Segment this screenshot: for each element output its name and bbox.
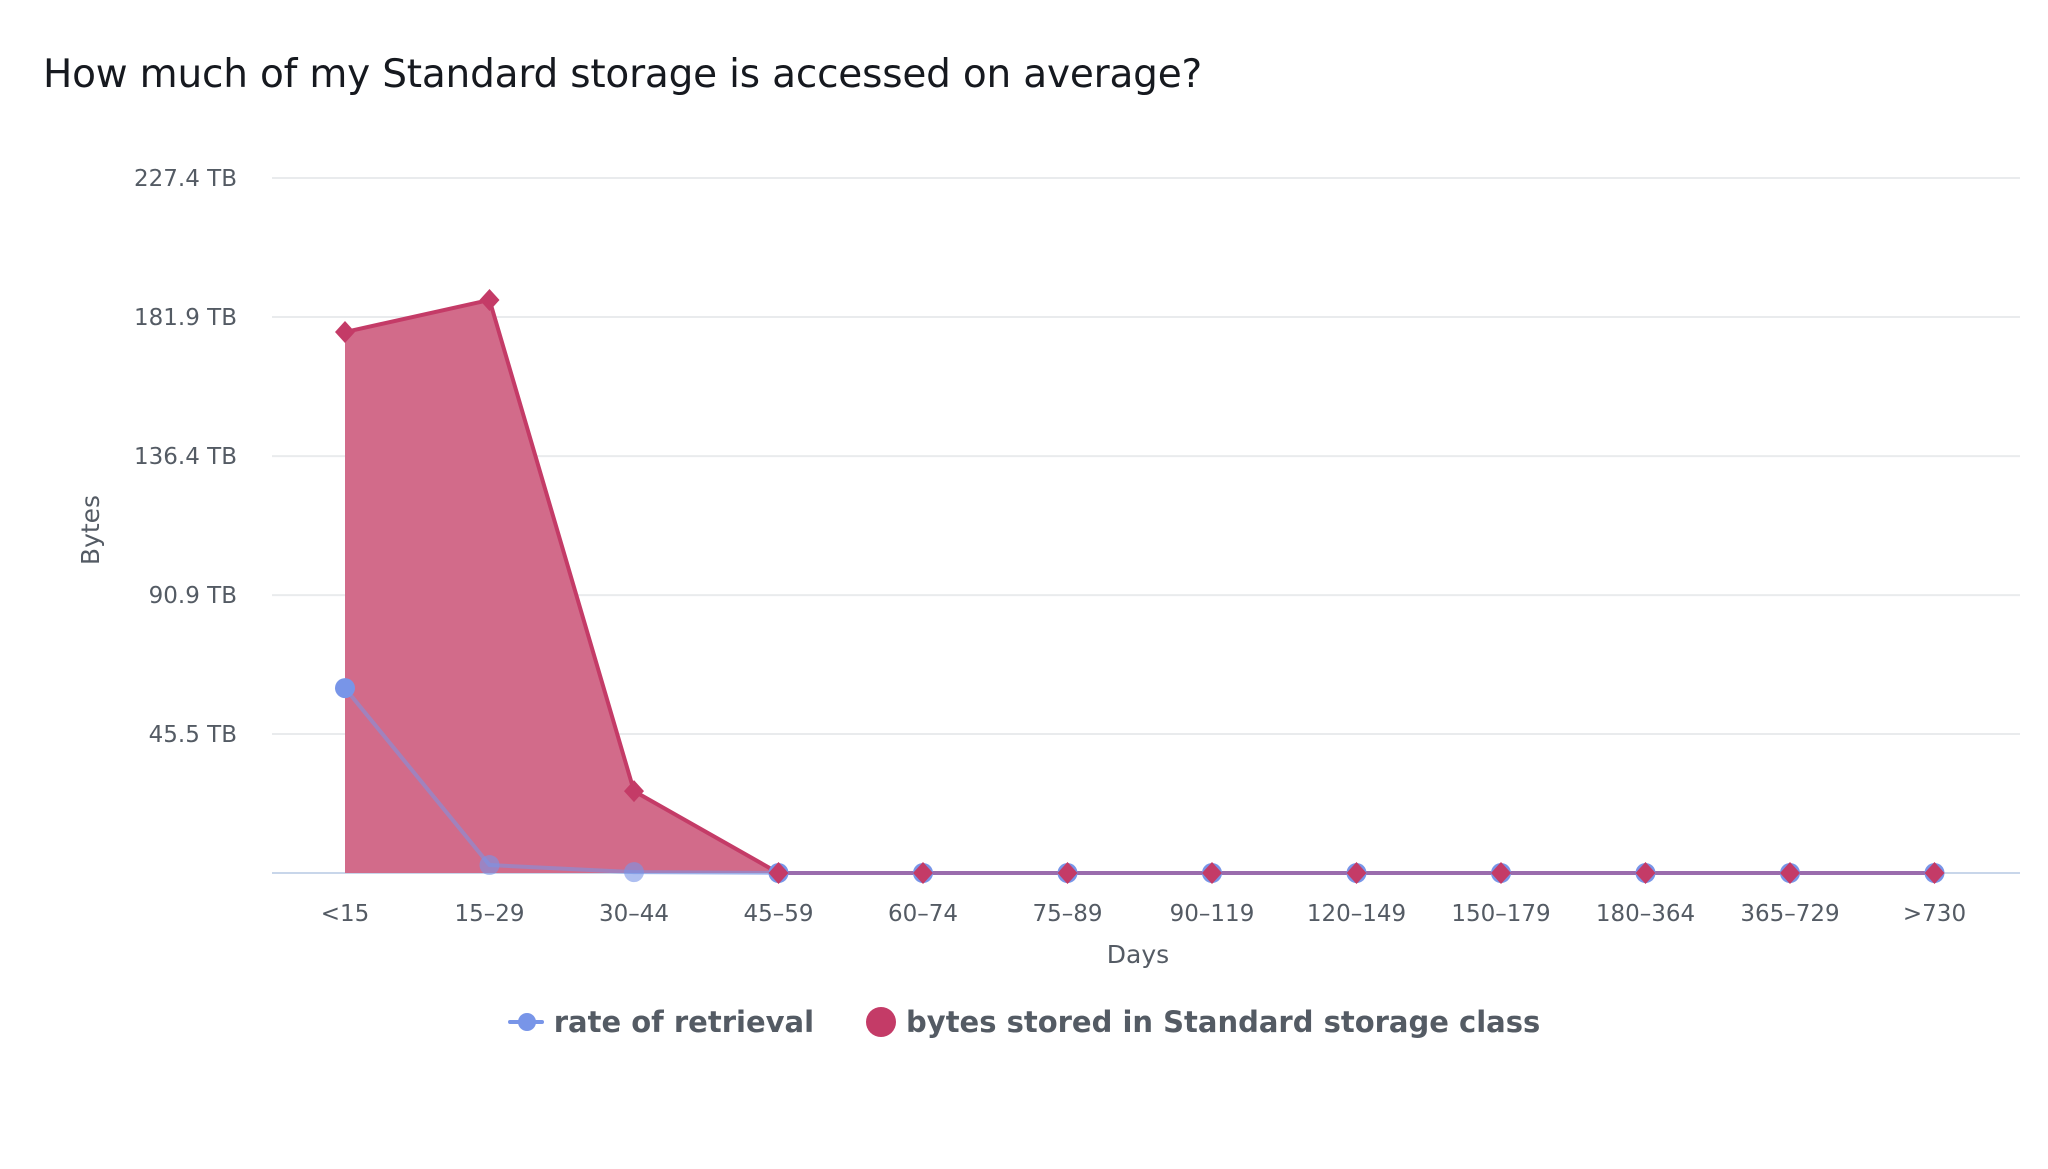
retrieval-marker[interactable]: [479, 855, 500, 876]
x-tick-label: 150–179: [1451, 901, 1550, 927]
bytes-diamond-marker[interactable]: [913, 862, 933, 884]
x-tick-label: 75–89: [1032, 901, 1102, 927]
retrieval-marker[interactable]: [624, 862, 644, 883]
legend-label: rate of retrieval: [553, 1005, 815, 1039]
bytes-diamond-marker[interactable]: [768, 862, 789, 884]
legend-item-bytes-stored[interactable]: bytes stored in Standard storage class: [866, 1005, 1540, 1039]
x-axis-title: Days: [1107, 940, 1169, 969]
x-tick-label: 365–729: [1740, 901, 1839, 927]
bytes-diamond-marker[interactable]: [1346, 862, 1367, 884]
x-tick-label: 90–119: [1170, 901, 1255, 927]
x-tick-label: 15–29: [454, 901, 524, 927]
bytes-diamond-marker[interactable]: [479, 288, 500, 311]
chart-title: How much of my Standard storage is acces…: [43, 52, 1203, 97]
x-tick-label: 45–59: [743, 901, 813, 927]
y-tick-label: 45.5 TB: [149, 722, 237, 748]
x-tick-label: 30–44: [599, 901, 669, 927]
x-tick-label: 120–149: [1307, 901, 1406, 927]
line-circle-marker-icon: [507, 1012, 544, 1032]
y-tick-label: 181.9 TB: [134, 305, 237, 331]
x-tick-label: 180–364: [1596, 901, 1695, 927]
y-tick-label: 227.4 TB: [134, 166, 237, 192]
retrieval-marker[interactable]: [335, 678, 355, 699]
chart-area: 227.4 TB 181.9 TB 136.4 TB 90.9 TB 45.5 TB <…: [76, 166, 2020, 969]
filled-circle-icon: [866, 1007, 897, 1037]
x-tick-label: <15: [321, 901, 370, 927]
bytes-diamond-marker[interactable]: [1202, 862, 1222, 884]
y-axis-title: Bytes: [76, 495, 105, 565]
bytes-diamond-marker[interactable]: [624, 780, 644, 803]
series-rate-of-retrieval[interactable]: [335, 288, 1945, 884]
bytes-area-fill: [345, 299, 1935, 873]
bytes-diamond-marker[interactable]: [1057, 862, 1078, 884]
legend-label: bytes stored in Standard storage class: [906, 1005, 1541, 1039]
retrieval-line: [343, 686, 1935, 875]
x-tick-label: 60–74: [888, 901, 958, 927]
bytes-diamond-marker[interactable]: [1491, 862, 1511, 884]
bytes-diamond-marker[interactable]: [1635, 862, 1656, 884]
y-tick-label: 136.4 TB: [134, 444, 237, 470]
x-axis-ticks: <15 15–29 30–44 45–59 60–74 75–89 90–119 120–14…: [321, 901, 1966, 927]
series-bytes-stored[interactable]: [344, 297, 1935, 875]
legend-item-rate-of-retrieval[interactable]: rate of retrieval: [507, 1005, 815, 1039]
bytes-diamond-marker[interactable]: [1780, 862, 1800, 884]
legend: rate of retrieval bytes stored in Standa…: [0, 1005, 2048, 1039]
bytes-diamond-marker[interactable]: [1924, 862, 1945, 884]
x-tick-label: >730: [1903, 901, 1966, 927]
bytes-diamond-marker[interactable]: [335, 321, 355, 344]
y-axis-ticks: 227.4 TB 181.9 TB 136.4 TB 90.9 TB 45.5 TB: [134, 166, 237, 748]
y-tick-label: 90.9 TB: [149, 583, 237, 609]
